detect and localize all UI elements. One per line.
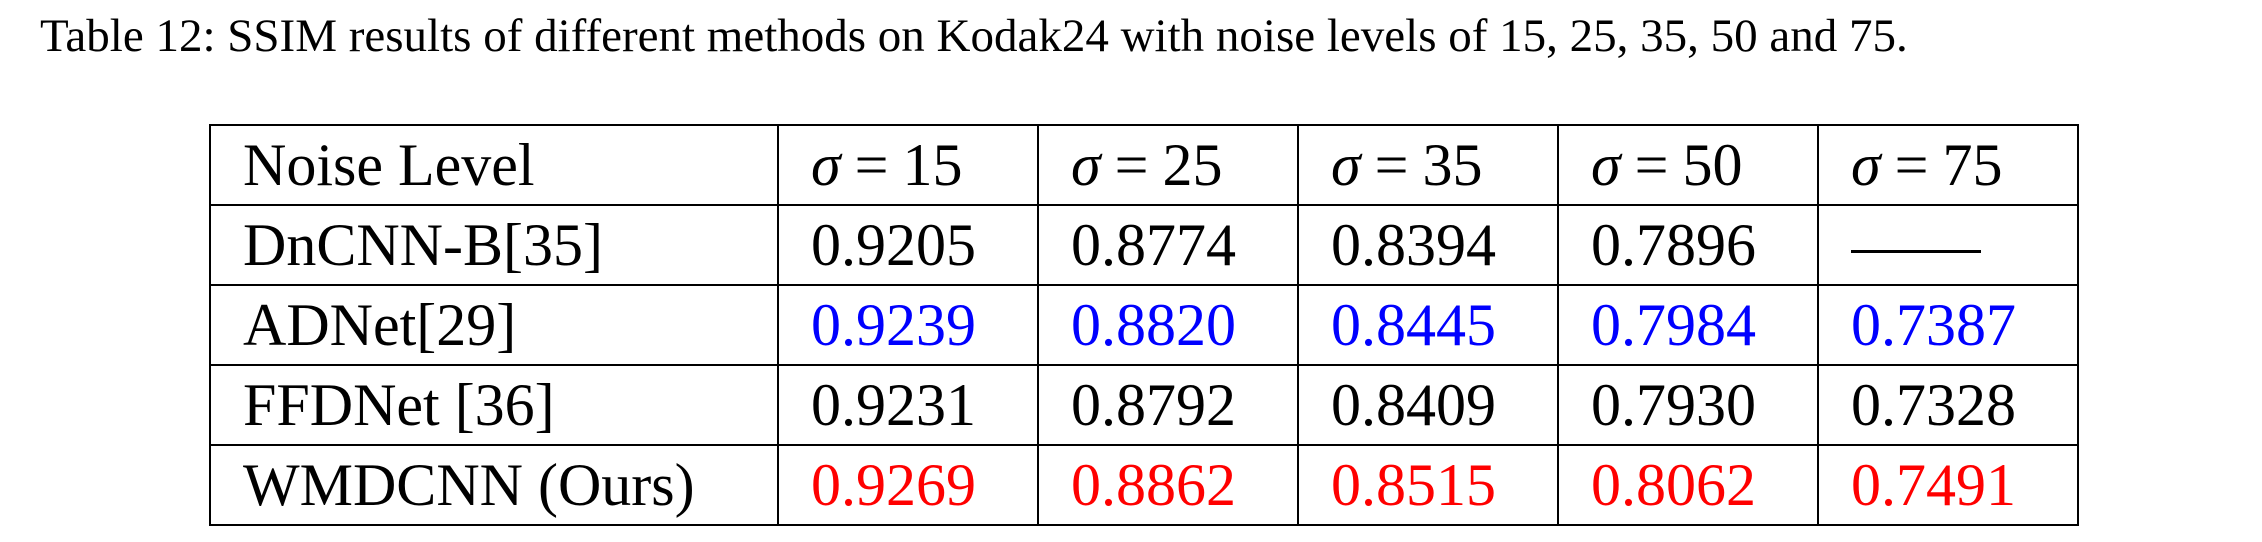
ssim-results-table: Noise Level σ = 15 σ = 25 σ = 35 σ = 50 σ = 75 DnC… — [209, 124, 2079, 526]
ssim-value: 0.8394 — [1297, 204, 1559, 286]
table-row-wmdcnn: WMDCNN (Ours) 0.9269 0.8862 0.8515 0.806… — [209, 444, 2079, 526]
ssim-value: 0.7930 — [1557, 364, 1819, 446]
ssim-value: 0.9269 — [777, 444, 1039, 526]
equals-sign: = — [854, 132, 889, 198]
ssim-value: 0.8820 — [1037, 284, 1299, 366]
ssim-value: 0.7328 — [1817, 364, 2079, 446]
sigma-value: 50 — [1682, 132, 1743, 198]
sigma-value: 25 — [1162, 132, 1223, 198]
ssim-value: 0.8792 — [1037, 364, 1299, 446]
table-header-row: Noise Level σ = 15 σ = 25 σ = 35 σ = 50 σ = 75 — [209, 124, 2079, 206]
sigma-value: 35 — [1422, 132, 1483, 198]
missing-value-cell — [1817, 204, 2079, 286]
header-sigma-50: σ = 50 — [1557, 124, 1819, 206]
ssim-value: 0.8409 — [1297, 364, 1559, 446]
sigma-symbol: σ — [1331, 132, 1361, 198]
method-name: ADNet[29] — [209, 284, 779, 366]
ssim-value: 0.8515 — [1297, 444, 1559, 526]
equals-sign: = — [1634, 132, 1669, 198]
missing-value-dash — [1851, 249, 1981, 253]
ssim-value: 0.8445 — [1297, 284, 1559, 366]
ssim-value: 0.7896 — [1557, 204, 1819, 286]
sigma-symbol: σ — [1071, 132, 1101, 198]
sigma-symbol: σ — [811, 132, 841, 198]
equals-sign: = — [1894, 132, 1929, 198]
ssim-value: 0.8062 — [1557, 444, 1819, 526]
ssim-value: 0.7984 — [1557, 284, 1819, 366]
sigma-symbol: σ — [1591, 132, 1621, 198]
ssim-value: 0.7387 — [1817, 284, 2079, 366]
header-sigma-15: σ = 15 — [777, 124, 1039, 206]
ssim-value: 0.9239 — [777, 284, 1039, 366]
table-row-dncnn-b: DnCNN-B[35] 0.9205 0.8774 0.8394 0.7896 — [209, 204, 2079, 286]
ssim-value: 0.8862 — [1037, 444, 1299, 526]
method-name: FFDNet [36] — [209, 364, 779, 446]
method-name: WMDCNN (Ours) — [209, 444, 779, 526]
table-row-adnet: ADNet[29] 0.9239 0.8820 0.8445 0.7984 0.… — [209, 284, 2079, 366]
header-noise-level: Noise Level — [209, 124, 779, 206]
header-sigma-35: σ = 35 — [1297, 124, 1559, 206]
sigma-symbol: σ — [1851, 132, 1881, 198]
header-sigma-25: σ = 25 — [1037, 124, 1299, 206]
ssim-value: 0.9205 — [777, 204, 1039, 286]
ssim-value: 0.7491 — [1817, 444, 2079, 526]
ssim-value: 0.8774 — [1037, 204, 1299, 286]
equals-sign: = — [1374, 132, 1409, 198]
header-sigma-75: σ = 75 — [1817, 124, 2079, 206]
method-name: DnCNN-B[35] — [209, 204, 779, 286]
sigma-value: 15 — [902, 132, 963, 198]
table-caption: Table 12: SSIM results of different meth… — [40, 10, 1908, 62]
ssim-value: 0.9231 — [777, 364, 1039, 446]
sigma-value: 75 — [1942, 132, 2003, 198]
equals-sign: = — [1114, 132, 1149, 198]
table-row-ffdnet: FFDNet [36] 0.9231 0.8792 0.8409 0.7930 … — [209, 364, 2079, 446]
